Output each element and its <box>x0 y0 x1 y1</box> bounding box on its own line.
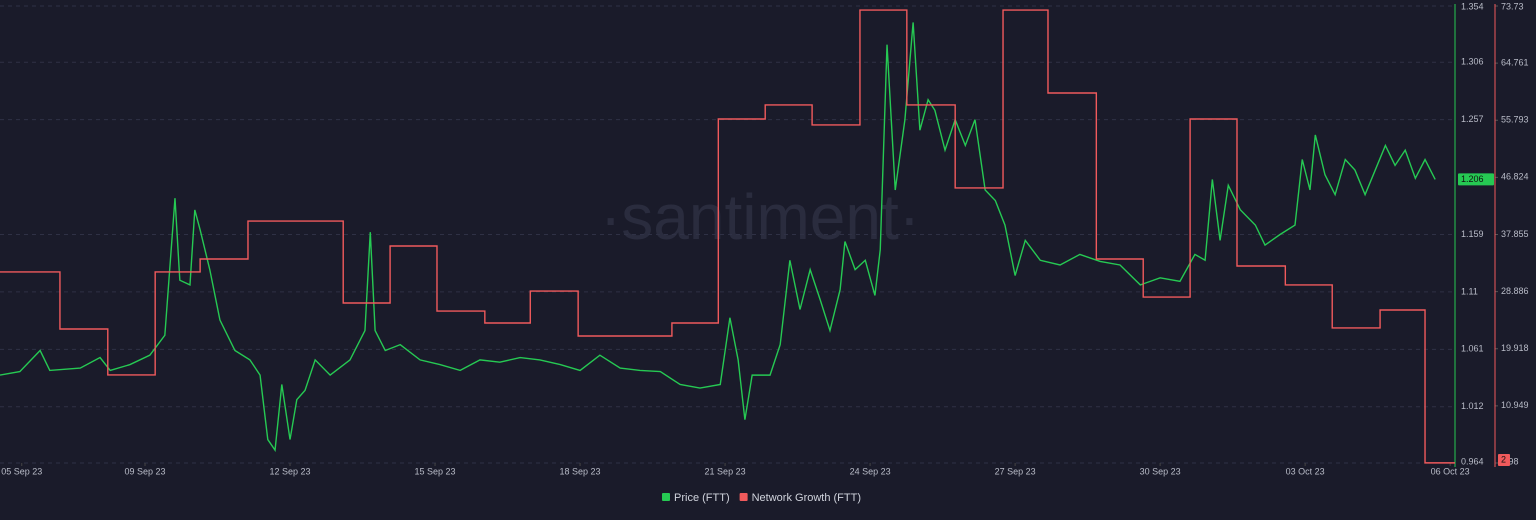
y-tick-label: 1.159 <box>1461 229 1484 239</box>
x-tick-label: 05 Sep 23 <box>1 466 42 476</box>
y-tick-label: 1.306 <box>1461 57 1484 67</box>
last-value-box <box>1498 454 1510 466</box>
series-line <box>0 22 1436 453</box>
series-line <box>0 9 1455 464</box>
legend-swatch <box>662 493 670 501</box>
y2-tick-label: 10.949 <box>1501 400 1529 410</box>
x-tick-label: 27 Sep 23 <box>995 466 1036 476</box>
y-tick-label: 1.257 <box>1461 114 1484 124</box>
y-tick-label: 1.11 <box>1461 286 1478 296</box>
x-tick-label: 12 Sep 23 <box>270 466 311 476</box>
y-tick-label: 1.061 <box>1461 344 1484 354</box>
last-value-label: 1.206 <box>1461 174 1484 184</box>
x-tick-label: 15 Sep 23 <box>415 466 456 476</box>
x-tick-label: 03 Oct 23 <box>1286 466 1325 476</box>
x-tick-label: 18 Sep 23 <box>560 466 601 476</box>
y2-tick-label: 55.793 <box>1501 115 1529 125</box>
legend-swatch <box>739 493 748 501</box>
y2-tick-label: 64.761 <box>1501 58 1529 68</box>
y-tick-label: 1.354 <box>1461 1 1484 11</box>
y2-tick-label: 46.824 <box>1501 172 1529 182</box>
legend-label: Network Growth (FTT) <box>752 492 861 504</box>
legend: Price (FTT) Network Growth (FTT) <box>662 492 861 504</box>
y2-tick-label: 37.855 <box>1501 229 1529 239</box>
y2-tick-label: 73.73 <box>1501 1 1524 11</box>
legend-label: Price (FTT) <box>674 492 730 504</box>
x-tick-label: 09 Sep 23 <box>124 466 165 476</box>
y-tick-label: 1.012 <box>1461 401 1484 411</box>
y2-tick-label: 28.886 <box>1501 286 1529 296</box>
x-tick-label: 30 Sep 23 <box>1140 466 1181 476</box>
y2-tick-label: 19.918 <box>1501 343 1529 353</box>
watermark: ·santiment· <box>600 181 920 253</box>
x-tick-label: 06 Oct 23 <box>1431 466 1470 476</box>
last-value-box <box>1458 173 1494 186</box>
x-tick-label: 21 Sep 23 <box>705 466 746 476</box>
y-tick-label: 0.964 <box>1461 456 1484 466</box>
x-tick-label: 24 Sep 23 <box>850 466 891 476</box>
last-value-label: 2 <box>1501 454 1506 464</box>
